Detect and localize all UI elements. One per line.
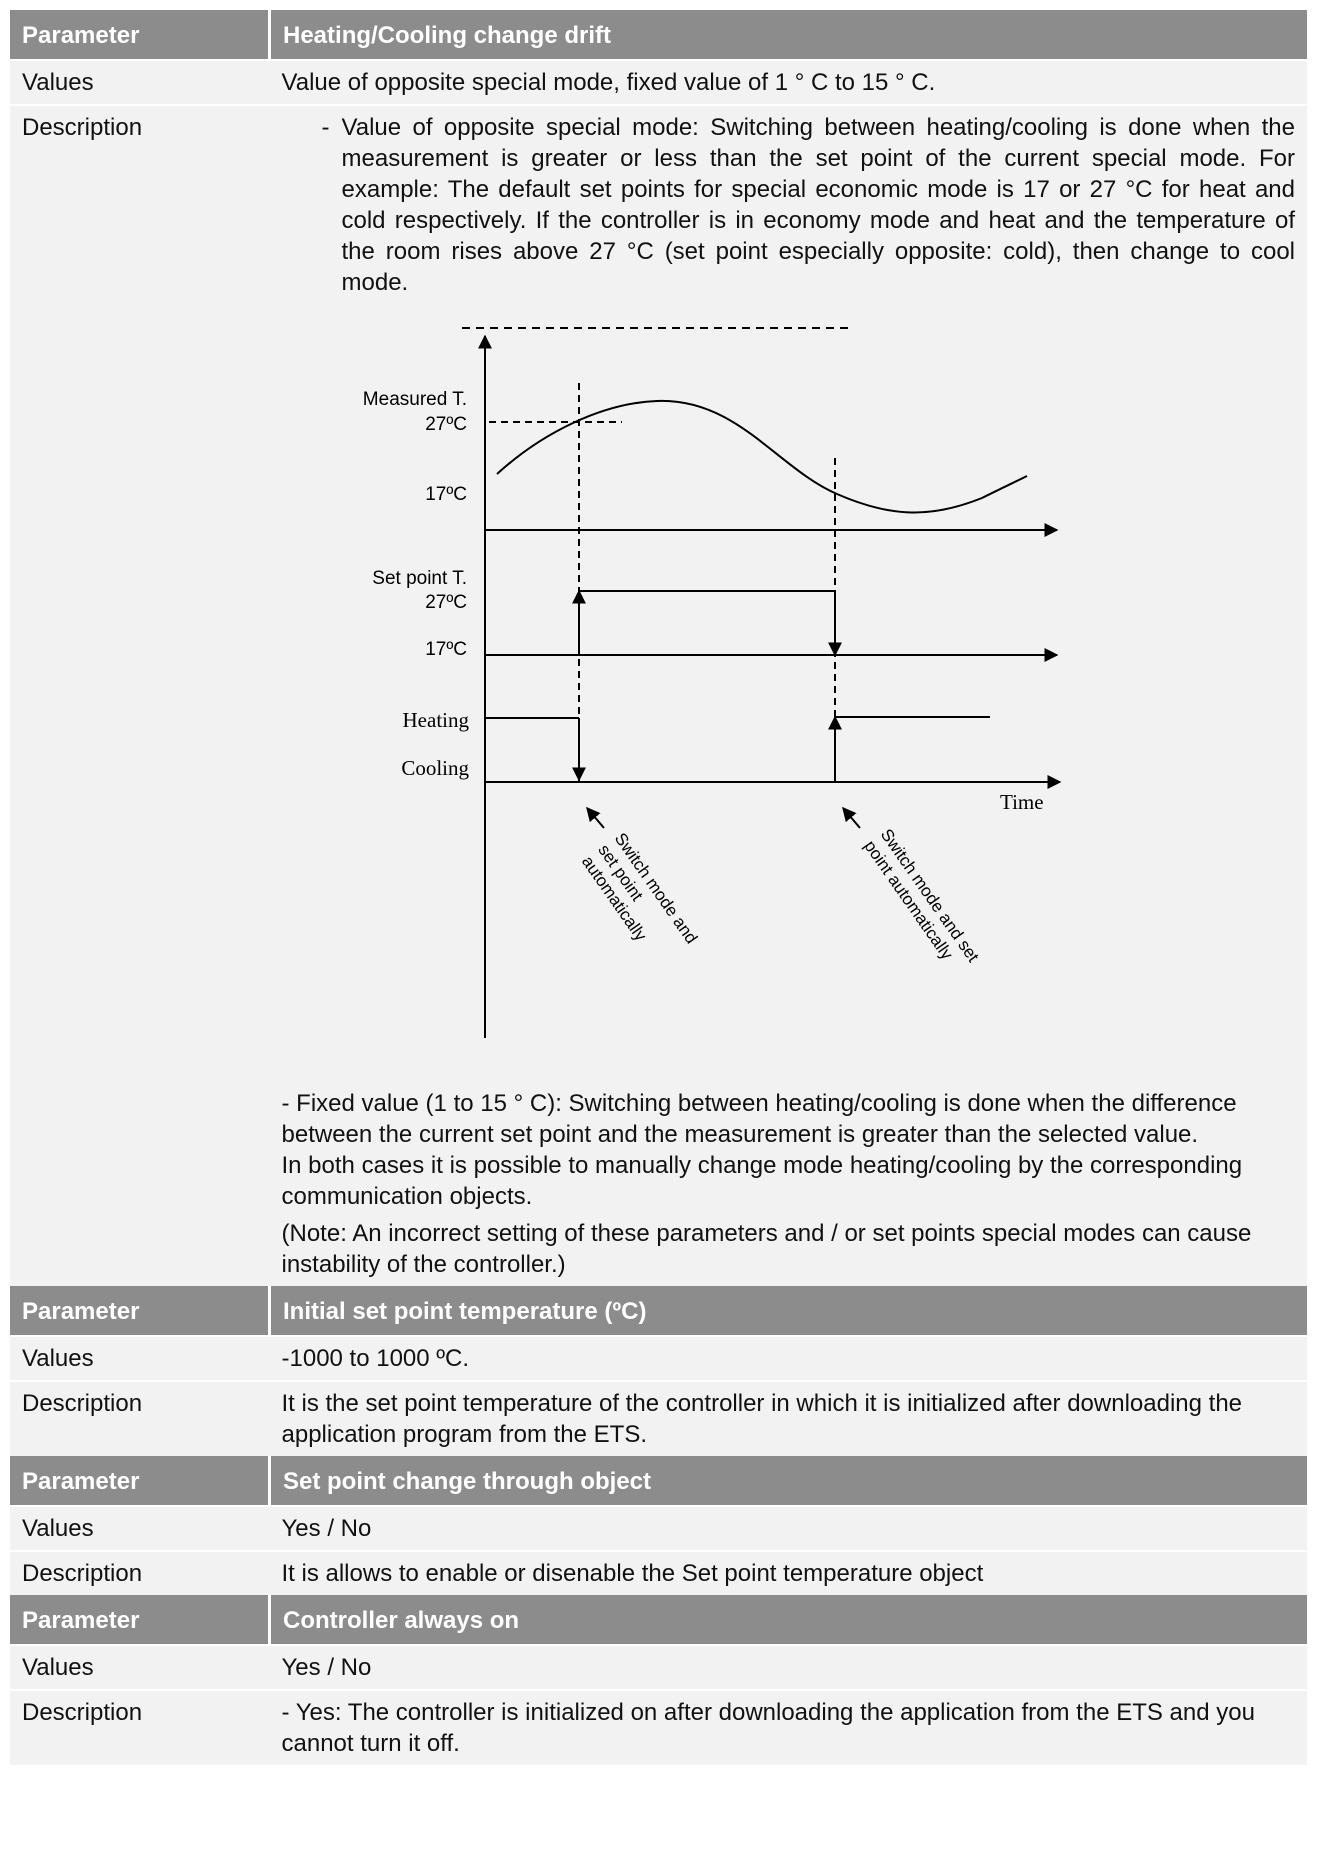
parameter-label: Parameter	[10, 10, 270, 60]
description-label: Description	[10, 104, 270, 1286]
description-label: Description	[10, 1550, 270, 1595]
parameter-name: Controller always on	[268, 1595, 1307, 1645]
description-text: - Yes: The controller is initialized on …	[269, 1689, 1307, 1765]
description-row: Description It is allows to enable or di…	[10, 1550, 1307, 1595]
measured-label: Measured T.	[362, 389, 466, 410]
description-row: Description - Yes: The controller is ini…	[10, 1689, 1307, 1765]
fixed-value-paragraph: - Fixed value (1 to 15 ° C): Switching b…	[281, 1090, 1237, 1148]
parameter-header-row: Parameter Controller always on	[10, 1595, 1307, 1645]
setpoint-17-label: 17ºC	[425, 639, 467, 660]
values-label: Values	[10, 1505, 270, 1551]
measured-curve	[495, 399, 1027, 514]
values-row: Values -1000 to 1000 ºC.	[10, 1335, 1307, 1381]
description-cell: - Value of opposite special mode: Switch…	[269, 104, 1307, 1286]
description-text: It is allows to enable or disenable the …	[269, 1550, 1307, 1595]
note-pointer-1	[585, 806, 605, 829]
description-label: Description	[10, 1380, 270, 1456]
parameter-table-page: Parameter Heating/Cooling change drift V…	[10, 10, 1307, 1765]
switching-diagram-svg: Measured T. 27ºC 17ºC Set point T. 27ºC …	[362, 327, 1061, 1038]
parameter-header-row: Parameter Heating/Cooling change drift	[10, 10, 1307, 60]
measured-17-label: 17ºC	[425, 484, 467, 505]
description-text: It is the set point temperature of the c…	[269, 1380, 1307, 1456]
parameter-header-row: Parameter Set point change through objec…	[10, 1456, 1307, 1506]
values-row: Values Yes / No	[10, 1505, 1307, 1551]
switch-note-1: Switch mode and set point automatically	[577, 829, 700, 947]
parameter-table: Parameter Heating/Cooling change drift V…	[10, 10, 1307, 1765]
values-label: Values	[10, 59, 270, 105]
description-row: Description - Value of opposite special …	[10, 104, 1307, 1286]
values-text: Yes / No	[269, 1644, 1307, 1690]
description-row: Description It is the set point temperat…	[10, 1380, 1307, 1456]
values-text: -1000 to 1000 ºC.	[269, 1335, 1307, 1381]
parameter-name: Heating/Cooling change drift	[268, 10, 1307, 60]
parameter-name: Initial set point temperature (ºC)	[268, 1286, 1307, 1336]
bullet-dash: -	[321, 114, 330, 141]
setpoint-27-label: 27ºC	[425, 592, 467, 613]
cooling-label: Cooling	[401, 756, 469, 780]
switch-note-2: Switch mode and set point automatically	[860, 825, 983, 965]
setpoint-label: Set point T.	[372, 568, 467, 589]
parameter-label: Parameter	[10, 1456, 270, 1506]
values-label: Values	[10, 1644, 270, 1690]
values-row: Values Value of opposite special mode, f…	[10, 59, 1307, 105]
switching-diagram: Measured T. 27ºC 17ºC Set point T. 27ºC …	[282, 318, 1282, 1088]
values-label: Values	[10, 1335, 270, 1381]
parameter-label: Parameter	[10, 1595, 270, 1645]
parameter-header-row: Parameter Initial set point temperature …	[10, 1286, 1307, 1336]
parameter-label: Parameter	[10, 1286, 270, 1336]
parameter-name: Set point change through object	[268, 1456, 1307, 1506]
values-text: Yes / No	[269, 1505, 1307, 1551]
time-label: Time	[1000, 790, 1044, 814]
bullet-item: - Value of opposite special mode: Switch…	[282, 112, 1296, 298]
values-row: Values Yes / No	[10, 1644, 1307, 1690]
note-paragraph: (Note: An incorrect setting of these par…	[281, 1220, 1252, 1278]
manual-change-paragraph: In both cases it is possible to manually…	[281, 1152, 1243, 1210]
bullet-text: Value of opposite special mode: Switchin…	[341, 114, 1296, 296]
heating-label: Heating	[402, 708, 469, 732]
measured-27-label: 27ºC	[425, 414, 467, 435]
note-pointer-2	[841, 806, 861, 829]
description-label: Description	[10, 1689, 270, 1765]
values-text: Value of opposite special mode, fixed va…	[269, 59, 1307, 105]
